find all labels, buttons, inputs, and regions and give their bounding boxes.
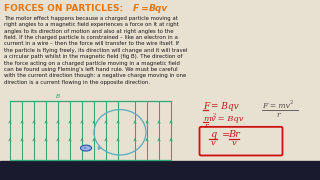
Ellipse shape — [81, 145, 92, 151]
Text: F: F — [203, 102, 209, 111]
Text: e⁻: e⁻ — [84, 146, 88, 150]
Text: Br: Br — [228, 130, 240, 139]
Text: = Bqv: = Bqv — [215, 114, 244, 123]
Text: Bqv: Bqv — [149, 4, 168, 13]
Text: The motor effect happens because a charged particle moving at
right angles to a : The motor effect happens because a charg… — [4, 16, 188, 85]
Text: F: F — [133, 4, 139, 13]
Text: r: r — [204, 122, 208, 130]
Text: q: q — [210, 130, 216, 139]
Text: 2: 2 — [213, 112, 216, 118]
Text: =: = — [138, 4, 152, 13]
Text: mv: mv — [203, 114, 216, 123]
Text: r: r — [276, 111, 280, 119]
Text: FORCES ON PARTICLES:: FORCES ON PARTICLES: — [4, 4, 126, 13]
Text: = Bqv: = Bqv — [208, 102, 239, 111]
Text: F = mv: F = mv — [262, 102, 290, 110]
Text: v: v — [211, 139, 215, 147]
Text: v: v — [232, 139, 236, 147]
Text: 2: 2 — [290, 100, 293, 105]
Bar — [0, 161, 320, 180]
Text: =: = — [222, 131, 230, 140]
Text: B: B — [56, 94, 60, 99]
